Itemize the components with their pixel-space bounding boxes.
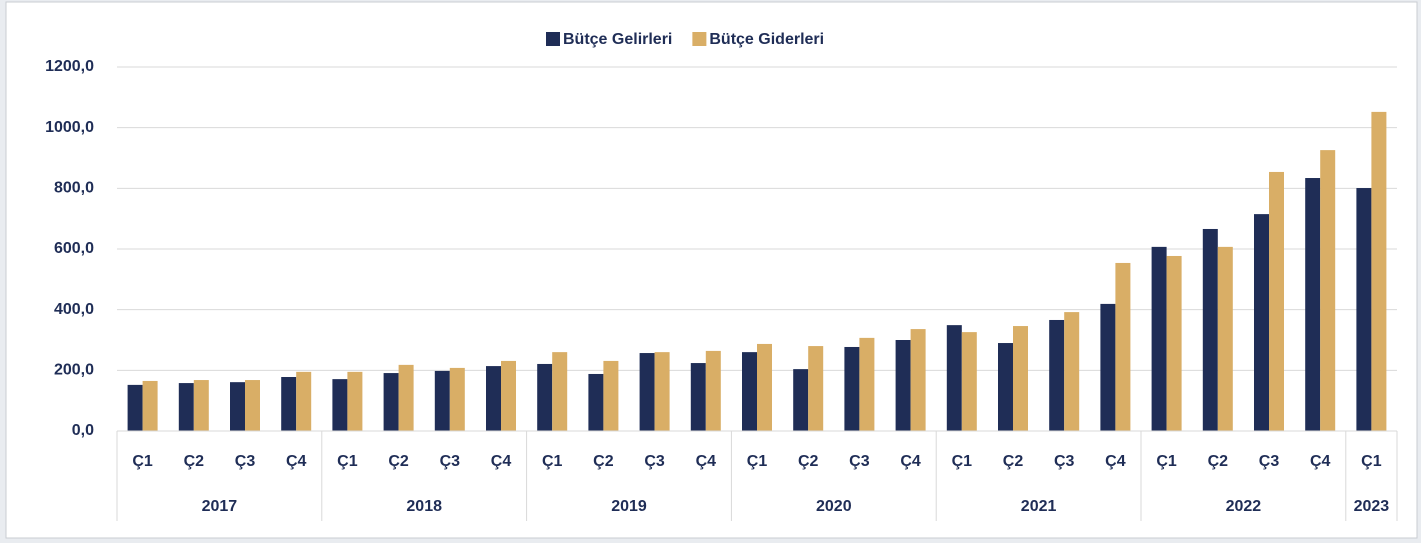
group-label: 2021	[1021, 498, 1057, 515]
y-tick-label: 200,0	[54, 362, 94, 379]
bar	[705, 350, 721, 431]
x-tick-label: Ç3	[1259, 453, 1280, 470]
x-tick-label: Ç1	[1361, 453, 1382, 470]
bar	[1371, 111, 1387, 431]
bar	[398, 364, 414, 431]
bar	[1356, 188, 1372, 431]
bar	[588, 373, 604, 431]
group-label: 2018	[406, 498, 442, 515]
group-label: 2019	[611, 498, 647, 515]
bar	[946, 325, 962, 431]
bar	[230, 382, 245, 431]
group-label: 2023	[1354, 498, 1390, 515]
x-tick-label: Ç4	[900, 453, 921, 470]
x-tick-label: Ç1	[1156, 453, 1177, 470]
x-tick-label: Ç2	[184, 453, 205, 470]
x-tick-label: Ç4	[286, 453, 307, 470]
x-tick-label: Ç2	[593, 453, 614, 470]
legend-label: Bütçe Gelirleri	[563, 31, 672, 48]
x-tick-label: Ç3	[644, 453, 665, 470]
legend-label: Bütçe Giderleri	[709, 31, 824, 48]
x-tick-label: Ç2	[1208, 453, 1229, 470]
bar	[127, 384, 143, 431]
bar	[961, 332, 977, 431]
bar	[859, 337, 875, 431]
bar	[296, 371, 312, 431]
bar	[501, 360, 516, 431]
group-label: 2022	[1226, 498, 1262, 515]
bar	[1151, 246, 1167, 431]
x-tick-label: Ç1	[542, 453, 563, 470]
bar	[1100, 303, 1116, 431]
legend-swatch	[692, 32, 707, 46]
bar	[1049, 319, 1065, 431]
bar	[793, 369, 809, 431]
chart-frame	[5, 1, 1418, 539]
bar	[383, 373, 399, 431]
bar	[603, 360, 619, 431]
bar	[332, 379, 348, 431]
x-tick-label: Ç4	[696, 453, 717, 470]
y-tick-label: 1200,0	[45, 58, 94, 75]
bar	[193, 380, 209, 431]
bar	[1166, 255, 1182, 431]
bar	[895, 340, 911, 431]
x-tick-label: Ç3	[849, 453, 870, 470]
bar	[910, 329, 926, 431]
bar	[142, 380, 158, 431]
bar	[808, 346, 824, 431]
bar	[1217, 246, 1233, 431]
x-tick-label: Ç3	[1054, 453, 1075, 470]
bar	[757, 343, 772, 431]
bar	[537, 363, 553, 431]
x-tick-label: Ç3	[235, 453, 256, 470]
y-tick-label: 0,0	[72, 422, 94, 439]
y-tick-label: 400,0	[54, 301, 94, 318]
legend-swatch	[546, 32, 560, 46]
bar	[245, 380, 260, 431]
y-tick-label: 600,0	[54, 240, 94, 257]
bar	[1320, 150, 1336, 431]
x-tick-label: Ç2	[1003, 453, 1024, 470]
x-tick-label: Ç1	[747, 453, 768, 470]
bar	[844, 346, 860, 431]
bar	[1305, 178, 1321, 431]
bar	[654, 352, 670, 431]
bar	[552, 352, 568, 431]
bar	[281, 377, 297, 431]
bar	[486, 366, 501, 431]
bar	[690, 363, 706, 431]
x-tick-label: Ç4	[1310, 453, 1331, 470]
bar	[1254, 214, 1269, 431]
bar	[1269, 171, 1284, 431]
x-tick-label: Ç1	[337, 453, 358, 470]
bar	[1115, 262, 1131, 431]
bar	[742, 352, 757, 431]
x-tick-label: Ç3	[440, 453, 461, 470]
group-label: 2020	[816, 498, 852, 515]
bar	[639, 353, 655, 431]
bar	[347, 371, 363, 431]
bar	[1013, 326, 1028, 431]
x-tick-label: Ç2	[798, 453, 819, 470]
bar	[178, 383, 194, 431]
bar	[1202, 228, 1218, 431]
x-tick-label: Ç4	[1105, 453, 1126, 470]
y-tick-label: 800,0	[54, 180, 94, 197]
bar	[998, 343, 1013, 431]
x-tick-label: Ç1	[952, 453, 973, 470]
bar	[434, 370, 450, 431]
x-tick-label: Ç1	[132, 453, 153, 470]
bar	[1064, 312, 1080, 431]
y-tick-label: 1000,0	[45, 119, 94, 136]
x-tick-label: Ç4	[491, 453, 512, 470]
group-label: 2017	[202, 498, 238, 515]
bar	[449, 367, 465, 431]
x-tick-label: Ç2	[388, 453, 409, 470]
